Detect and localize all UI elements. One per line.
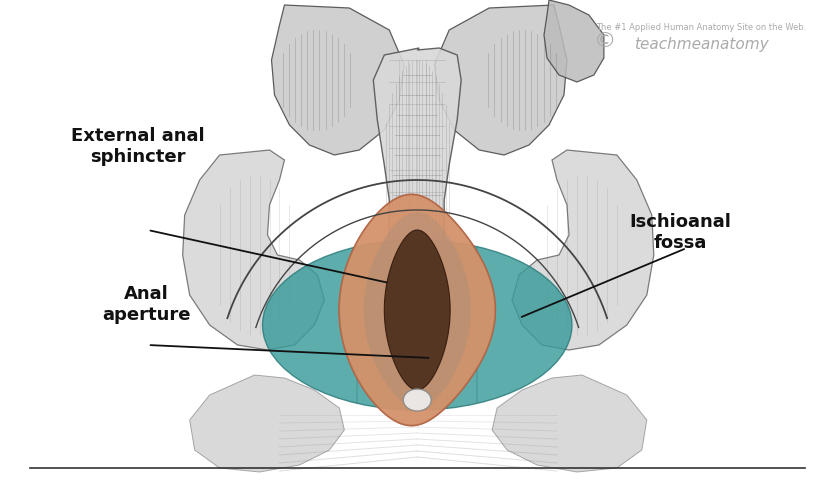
Polygon shape bbox=[385, 230, 450, 390]
Text: Anal
aperture: Anal aperture bbox=[102, 286, 191, 324]
Text: ©: © bbox=[594, 31, 616, 51]
Polygon shape bbox=[434, 5, 567, 155]
Polygon shape bbox=[272, 5, 405, 155]
Polygon shape bbox=[492, 375, 647, 472]
Text: External anal
sphincter: External anal sphincter bbox=[71, 127, 205, 166]
Ellipse shape bbox=[403, 389, 431, 411]
Polygon shape bbox=[183, 150, 324, 350]
Polygon shape bbox=[339, 194, 495, 426]
Polygon shape bbox=[544, 0, 604, 82]
Polygon shape bbox=[364, 212, 471, 408]
Ellipse shape bbox=[263, 240, 572, 410]
Polygon shape bbox=[339, 194, 495, 426]
Polygon shape bbox=[190, 375, 344, 472]
Text: teachmeanatomy: teachmeanatomy bbox=[634, 37, 768, 52]
Text: Ischioanal
fossa: Ischioanal fossa bbox=[630, 214, 731, 252]
Polygon shape bbox=[512, 150, 654, 350]
Polygon shape bbox=[374, 48, 461, 290]
Text: The #1 Applied Human Anatomy Site on the Web.: The #1 Applied Human Anatomy Site on the… bbox=[596, 24, 806, 32]
